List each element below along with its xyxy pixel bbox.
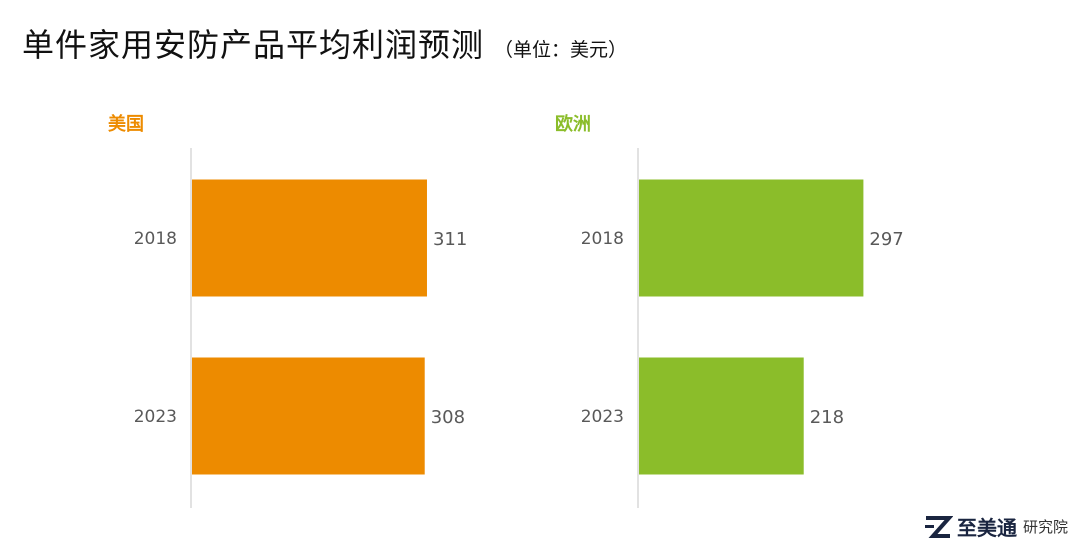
chart-title-us: 美国 <box>108 114 144 135</box>
chart-panel-eu: 欧洲 2018 297 2023 218 <box>555 100 995 520</box>
brand-name: 至美通 <box>956 516 1017 540</box>
bar-us-2023 <box>192 357 425 475</box>
data-label-us-2018: 311 <box>433 229 467 250</box>
bar-us-2018 <box>192 179 427 297</box>
chart-title-eu: 欧洲 <box>555 114 591 135</box>
data-label-us-2023: 308 <box>431 407 465 428</box>
tick-label-us-2018: 2018 <box>134 229 177 249</box>
brand-footer: 至美通 研究院 <box>923 512 1068 541</box>
bar-eu-2018 <box>639 179 864 297</box>
tick-label-eu-2018: 2018 <box>581 229 624 249</box>
page-title: 单件家用安防产品平均利润预测 <box>22 26 485 64</box>
tick-label-eu-2023: 2023 <box>581 407 624 427</box>
brand-sub: 研究院 <box>1022 518 1068 536</box>
data-label-eu-2023: 218 <box>810 407 844 428</box>
bar-eu-2023 <box>639 357 804 475</box>
tick-label-us-2023: 2023 <box>134 407 177 427</box>
z-logo-icon <box>924 515 953 538</box>
chart-panel-us: 美国 2018 311 2023 308 <box>108 100 548 520</box>
bar-chart-eu: 2018 297 2023 218 <box>581 148 904 508</box>
bar-chart-us: 2018 311 2023 308 <box>134 148 467 508</box>
unit-note: （单位：美元） <box>494 39 628 61</box>
title-row: 单件家用安防产品平均利润预测 （单位：美元） <box>22 20 627 66</box>
data-label-eu-2018: 297 <box>869 229 903 250</box>
